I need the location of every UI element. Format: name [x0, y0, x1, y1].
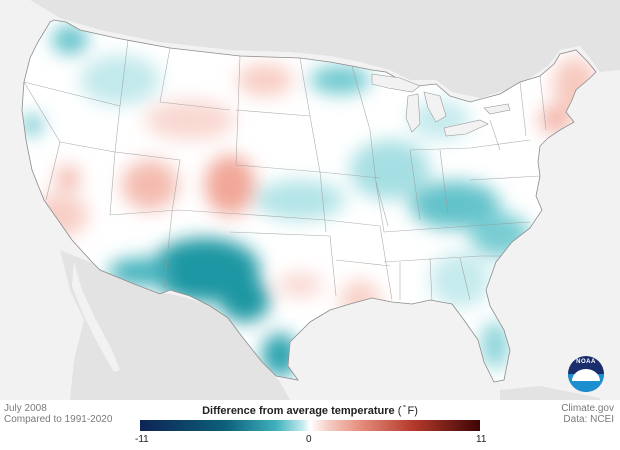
period-label: July 2008: [4, 403, 47, 414]
us-outline: [21, 19, 597, 383]
legend-mid-label: 0: [306, 434, 312, 445]
temperature-anomaly-map: [0, 0, 620, 400]
noaa-logo-icon: NOAA: [568, 356, 604, 392]
noaa-logo-text: NOAA: [576, 359, 596, 365]
state-boundaries: [23, 39, 547, 303]
legend-title-text: Difference from average temperature: [202, 405, 395, 417]
credit-site: Climate.gov: [561, 403, 614, 414]
legend-title: Difference from average temperature ( ̊ …: [0, 405, 620, 417]
great-lakes: [371, 73, 511, 137]
legend-unit: ( ̊ F): [397, 405, 418, 417]
legend-max-label: 11: [476, 434, 487, 445]
mexico-land: [60, 250, 290, 400]
baja-peninsula: [72, 262, 120, 372]
canada-land: [0, 0, 620, 98]
baseline-label: Compared to 1991-2020: [4, 414, 113, 425]
legend-colorbar: [140, 420, 480, 431]
legend-min-label: -11: [135, 434, 149, 445]
credit-data-source: Data: NCEI: [563, 414, 614, 425]
cuba-land: [500, 386, 600, 400]
